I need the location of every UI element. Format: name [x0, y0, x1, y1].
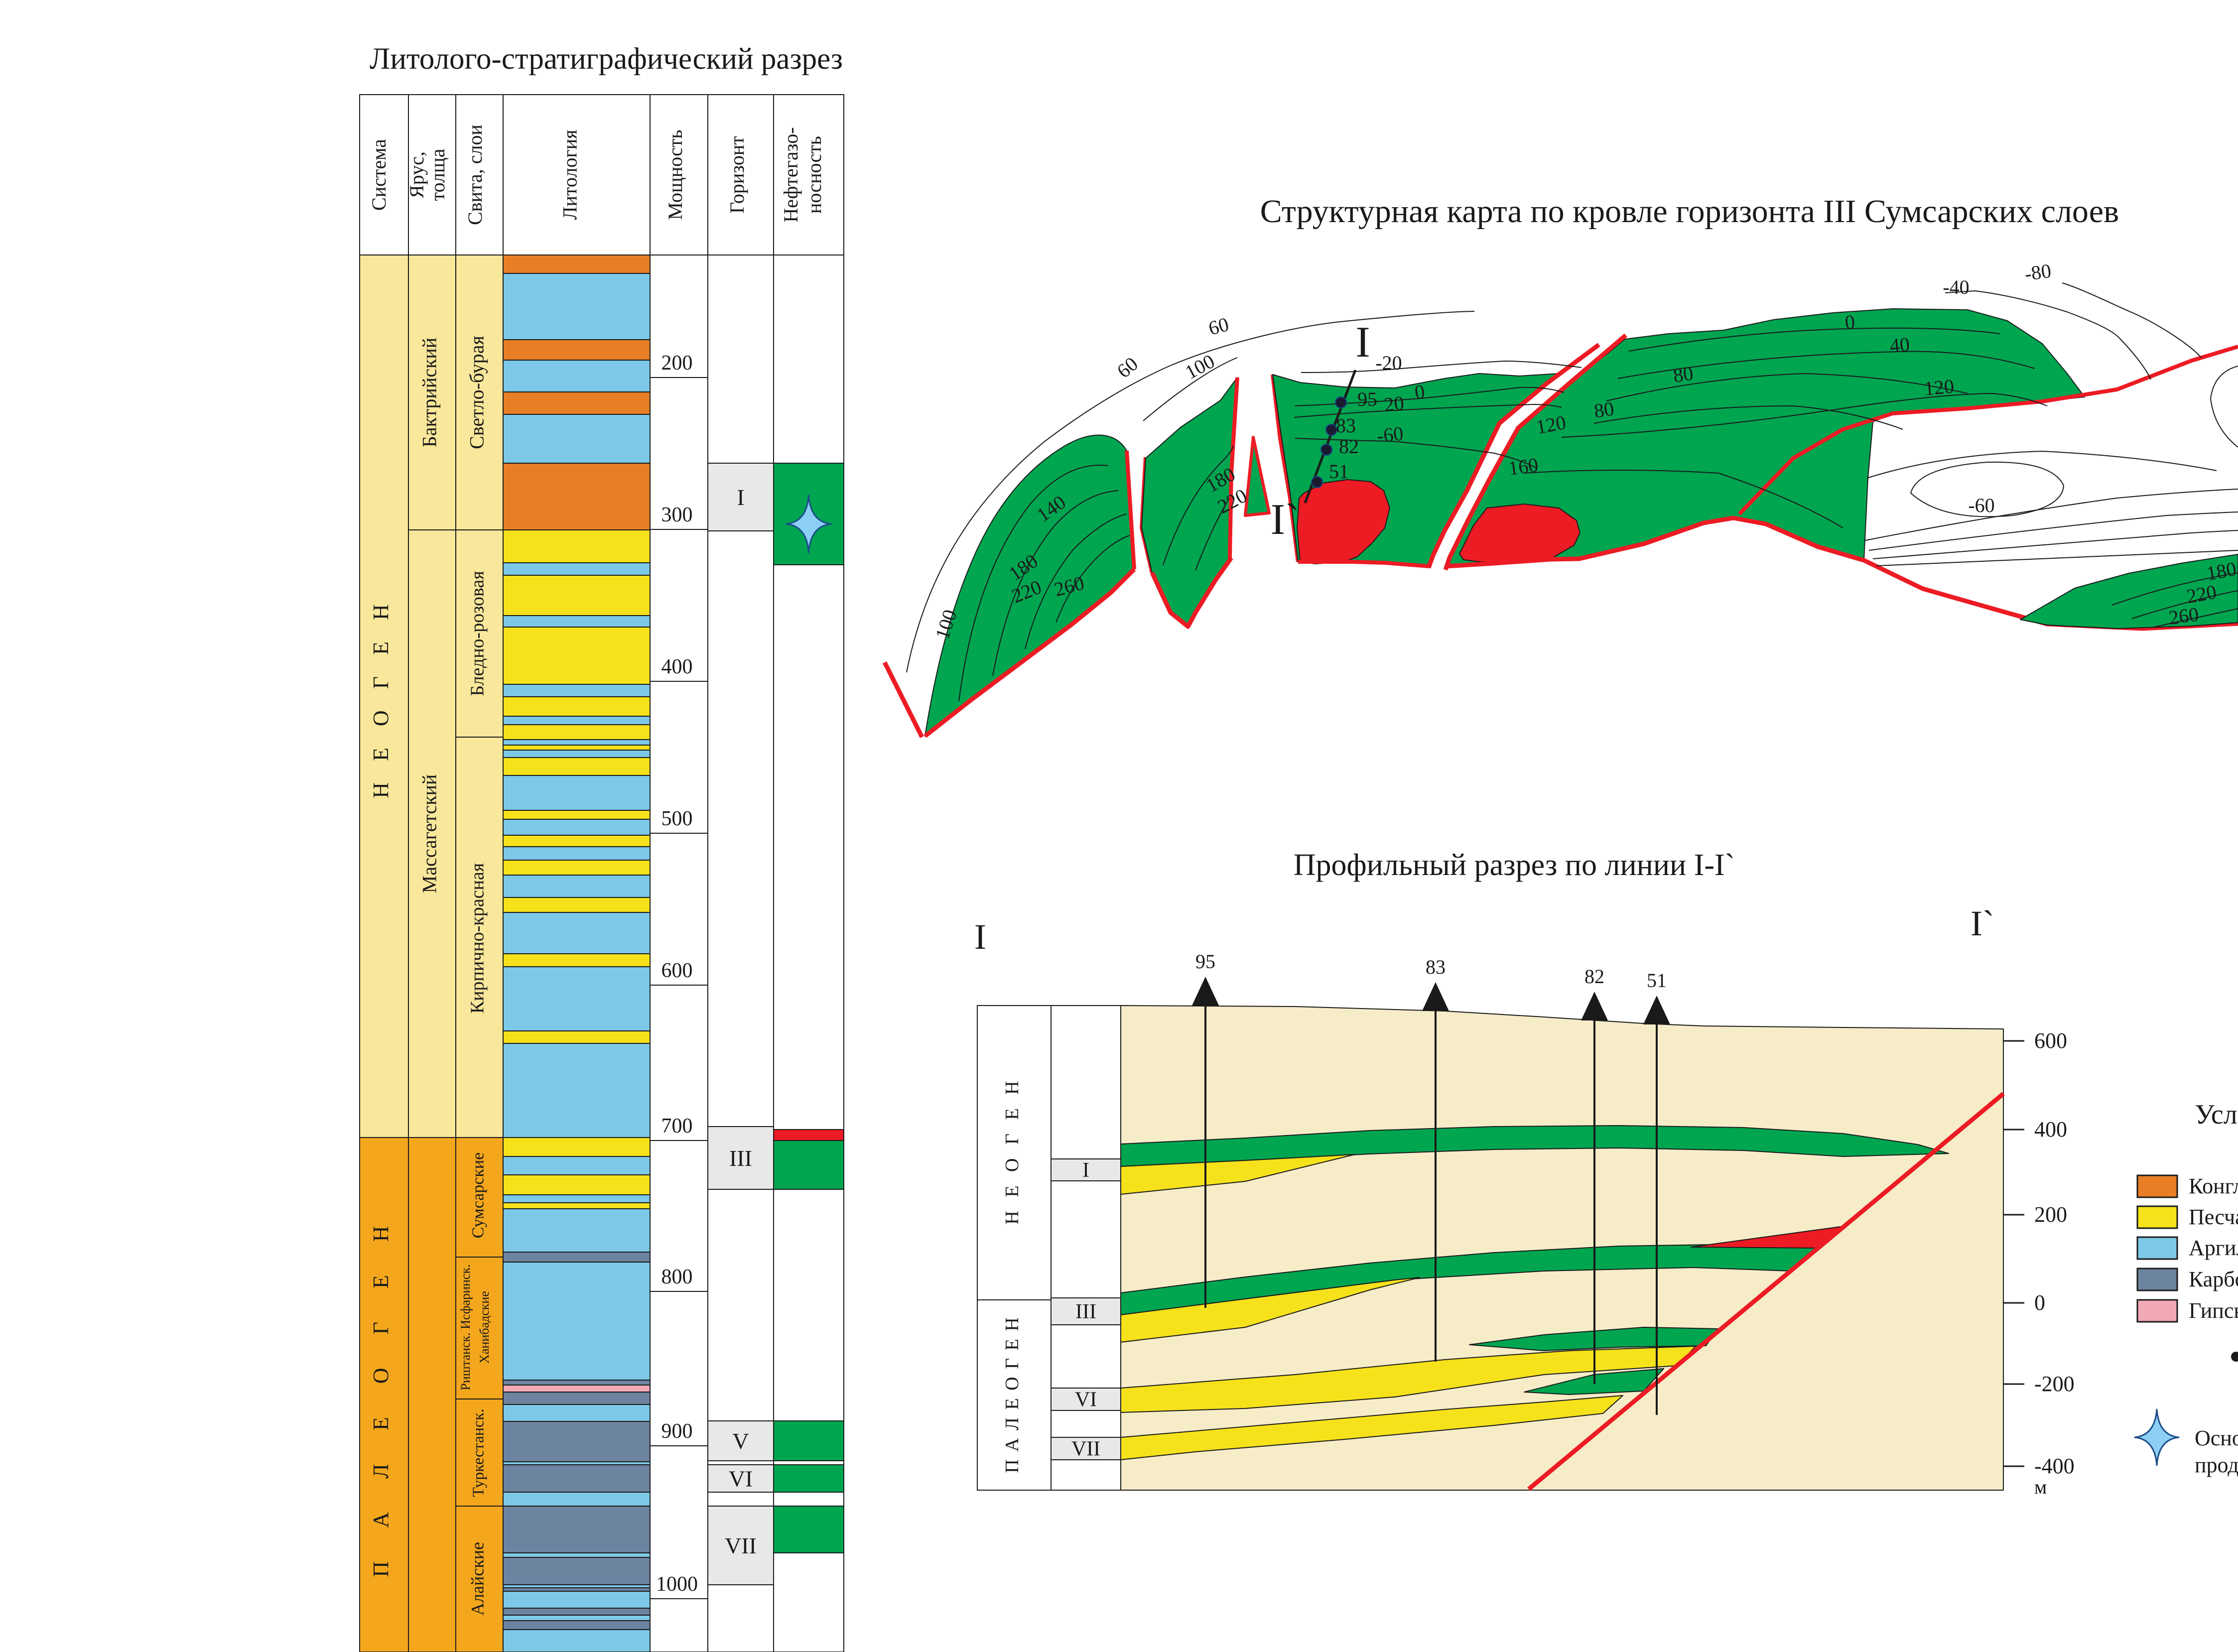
svg-text:-400: -400	[2034, 1454, 2075, 1478]
svg-text:Условные обозначения: Условные обозначения	[2195, 1099, 2238, 1130]
svg-text:I`: I`	[1971, 903, 1994, 943]
svg-text:Аргиллиты: Аргиллиты	[2189, 1236, 2238, 1260]
svg-text:0: 0	[1844, 310, 1856, 334]
svg-text:400: 400	[2034, 1117, 2067, 1142]
svg-text:-200: -200	[2034, 1372, 2075, 1396]
svg-text:III: III	[729, 1145, 752, 1171]
svg-text:Литология: Литология	[559, 129, 581, 220]
svg-text:Основные: Основные	[2195, 1426, 2238, 1450]
svg-text:Н Е О Г Е Н: Н Е О Г Е Н	[369, 596, 393, 798]
svg-text:I: I	[1355, 318, 1370, 367]
svg-text:носность: носность	[803, 136, 825, 214]
svg-text:900: 900	[661, 1420, 693, 1443]
svg-text:300: 300	[661, 504, 693, 526]
svg-text:1000: 1000	[656, 1573, 698, 1596]
svg-text:Н Е О Г Е Н: Н Е О Г Е Н	[1002, 1076, 1023, 1224]
svg-text:51: 51	[1647, 969, 1667, 992]
svg-text:51: 51	[1329, 460, 1349, 483]
svg-text:Структурная карта по кровле го: Структурная карта по кровле горизонта II…	[1260, 193, 2119, 230]
svg-text:-20: -20	[1375, 352, 1402, 374]
svg-text:Туркестанск.: Туркестанск.	[469, 1408, 487, 1497]
svg-text:400: 400	[661, 655, 693, 678]
svg-text:-80: -80	[2023, 259, 2053, 285]
svg-text:Мощность: Мощность	[664, 129, 686, 220]
svg-text:Литолого-стратиграфический раз: Литолого-стратиграфический разрез	[370, 42, 843, 76]
svg-text:120: 120	[1923, 375, 1955, 400]
svg-text:П А Л Е О Г Е Н: П А Л Е О Г Е Н	[369, 1212, 393, 1577]
svg-text:VII: VII	[1071, 1438, 1100, 1461]
svg-text:600: 600	[661, 959, 693, 982]
svg-text:VII: VII	[725, 1533, 757, 1558]
svg-text:-60: -60	[1376, 422, 1405, 447]
svg-text:700: 700	[661, 1115, 693, 1138]
svg-text:III: III	[1075, 1300, 1096, 1323]
svg-text:Нефтегазо-: Нефтегазо-	[780, 127, 802, 222]
svg-text:82: 82	[1584, 965, 1604, 988]
svg-text:200: 200	[661, 352, 693, 375]
svg-text:Песчаники: Песчаники	[2189, 1205, 2238, 1229]
svg-text:0: 0	[2034, 1290, 2045, 1315]
svg-text:Горизонт: Горизонт	[726, 136, 748, 213]
svg-text:Карбонаты: Карбонаты	[2189, 1267, 2238, 1291]
svg-text:Ярус,: Ярус,	[405, 151, 428, 198]
svg-text:V: V	[732, 1428, 749, 1454]
svg-text:I: I	[737, 485, 744, 510]
svg-text:Сумсарские: Сумсарские	[469, 1152, 488, 1238]
svg-text:м: м	[2034, 1476, 2047, 1498]
svg-text:Бактрийский: Бактрийский	[418, 338, 441, 447]
svg-text:Кирпично-красная: Кирпично-красная	[467, 863, 488, 1014]
svg-text:800: 800	[661, 1266, 693, 1288]
svg-text:Гипсы: Гипсы	[2189, 1298, 2238, 1323]
svg-text:-60: -60	[1968, 494, 1994, 516]
svg-text:VI: VI	[1075, 1389, 1097, 1411]
svg-text:120: 120	[1534, 411, 1568, 438]
svg-text:83: 83	[1336, 414, 1356, 437]
svg-text:95: 95	[1195, 950, 1215, 973]
svg-text:40: 40	[1889, 333, 1911, 357]
svg-text:160: 160	[1507, 453, 1540, 480]
svg-text:260: 260	[2167, 603, 2200, 629]
svg-text:20: 20	[1383, 391, 1405, 416]
svg-text:180: 180	[2205, 557, 2238, 585]
svg-text:VI: VI	[729, 1466, 753, 1492]
svg-text:толща: толща	[426, 148, 449, 201]
svg-text:Риштанск. Исфаринск.: Риштанск. Исфаринск.	[458, 1264, 473, 1390]
svg-text:Ханибадские: Ханибадские	[477, 1291, 492, 1364]
svg-text:Бледно-розовая: Бледно-розовая	[467, 571, 488, 696]
svg-text:Конгломераты: Конгломераты	[2189, 1174, 2238, 1198]
svg-text:I`: I`	[1271, 496, 1300, 544]
svg-text:600: 600	[2034, 1028, 2067, 1053]
svg-text:220: 220	[2185, 580, 2218, 608]
svg-text:I: I	[974, 917, 986, 957]
svg-text:200: 200	[2034, 1202, 2067, 1227]
svg-text:82: 82	[1339, 435, 1359, 458]
svg-text:-40: -40	[1943, 276, 1969, 298]
svg-text:Профильный разрез по линии I-I: Профильный разрез по линии I-I`	[1294, 848, 1735, 882]
svg-text:500: 500	[661, 807, 693, 830]
svg-text:80: 80	[1672, 362, 1695, 387]
svg-text:83: 83	[1426, 956, 1446, 978]
svg-text:I: I	[1082, 1159, 1089, 1182]
svg-text:Светло-бурая: Светло-бурая	[466, 336, 488, 449]
svg-text:95: 95	[1357, 388, 1377, 410]
svg-text:продуктивные: продуктивные	[2195, 1453, 2238, 1477]
svg-text:Алайские: Алайские	[468, 1542, 488, 1616]
svg-text:Система: Система	[368, 139, 390, 211]
svg-text:80: 80	[1592, 397, 1615, 422]
svg-text:Массагетский: Массагетский	[418, 774, 441, 893]
svg-text:Свита, слои: Свита, слои	[464, 125, 486, 225]
svg-text:П А Л Е О Г Е Н: П А Л Е О Г Е Н	[1002, 1316, 1023, 1473]
